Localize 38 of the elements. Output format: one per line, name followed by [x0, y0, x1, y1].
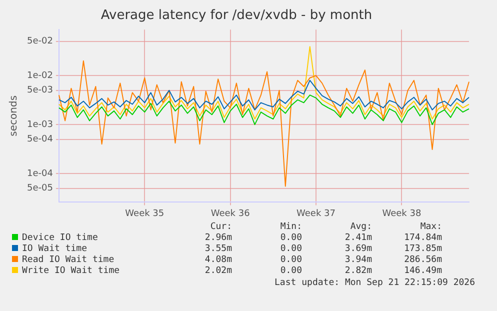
x-tick-label: Week 36 — [210, 208, 250, 219]
text: Max: — [419, 222, 443, 233]
legend-label: Read IO Wait time — [21, 255, 116, 266]
y-axis-title: seconds — [8, 95, 20, 136]
y-tick-label: 5e-02 — [26, 36, 53, 47]
y-tick-label: 1e-03 — [26, 120, 53, 130]
y-tick-label: 5e-04 — [26, 134, 54, 145]
chart-title: Average latency for /dev/xvdb - by month — [100, 8, 372, 24]
text: 3.55m — [204, 244, 233, 255]
text: 2.82m — [344, 266, 373, 277]
text: Cur: — [209, 222, 233, 233]
text: 2.96m — [204, 233, 233, 244]
text: 0.00 — [279, 266, 303, 277]
legend-label: Write IO Wait time — [21, 266, 121, 277]
text: 0.00 — [279, 255, 303, 266]
legend-label: IO Wait time — [21, 244, 88, 255]
text: Last update: Mon Sep 21 22:15:09 2026 — [274, 278, 475, 288]
text: 3.94m — [344, 255, 373, 266]
y-tick-label: 1e-02 — [26, 70, 53, 81]
x-tick-label: Week 35 — [125, 208, 164, 219]
text: Avg: — [349, 222, 373, 233]
text: 2.41m — [344, 233, 373, 244]
legend-label: Device IO time — [21, 233, 99, 244]
y-tick-label: 5e-05 — [26, 184, 53, 194]
text: 4.08m — [204, 255, 233, 266]
text: 286.56m — [403, 255, 443, 266]
y-tick-label: 1e-04 — [26, 168, 54, 179]
text: 3.69m — [344, 244, 373, 255]
text: 0.00 — [279, 244, 303, 255]
text: 0.00 — [279, 233, 303, 244]
text: Min: — [279, 222, 303, 233]
x-tick-label: Week 37 — [296, 208, 336, 219]
text: 2.02m — [204, 266, 233, 277]
y-tick-label: 5e-03 — [26, 86, 53, 96]
text: 173.85m — [403, 244, 443, 255]
text: 174.84m — [403, 233, 443, 244]
x-tick-label: Week 38 — [382, 208, 422, 219]
text: 146.49m — [403, 266, 443, 277]
